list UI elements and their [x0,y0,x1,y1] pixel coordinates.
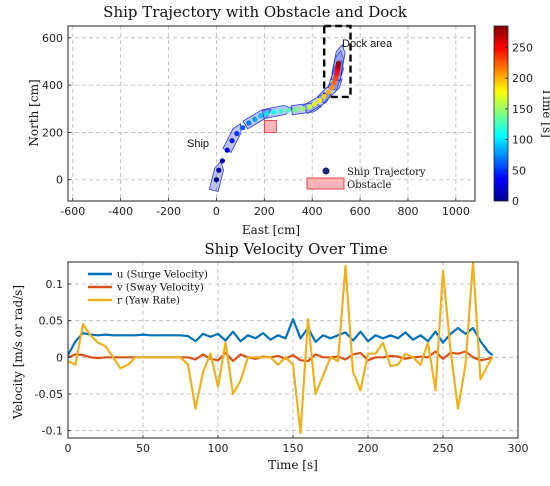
y-tick-label: -0.05 [35,388,63,401]
ship-outline [261,105,294,120]
x-tick-label: 200 [254,205,275,218]
legend-trajectory-marker [322,167,330,175]
velocity-ylabel: Velocity [m/s or rad/s] [11,285,25,420]
ship-outline [208,160,224,192]
x-tick-label: 800 [397,205,418,218]
legend-label: r (Yaw Rate) [117,296,180,307]
trajectory-point [216,167,222,173]
trajectory-point [316,97,322,104]
colorbar [493,25,509,202]
colorbar-ticks: 0 50 100 150 200 250 [505,41,533,208]
trajectory-point [333,75,339,82]
legend-trajectory-label: Ship Trajectory [347,167,426,178]
x-tick-label: 100 [208,442,229,455]
velocity-legend: u (Surge Velocity) v (Sway Velocity) r (Ya… [88,270,208,307]
dock-annotation: Dock area [342,38,393,50]
trajectory-point [292,107,299,113]
velocity-ticks: 0 50 100 150 200 250 300 -0.1 -0.05 0 0.05 0.1 [35,278,529,455]
colorbar-tick-label: 0 [512,195,519,208]
trajectory-ticks: -600 -400 -200 0 200 400 600 800 1000 0 200 400 600 [42,32,470,218]
legend-label: v (Sway Velocity) [116,283,204,294]
trajectory-point [329,84,335,91]
y-tick-label: 0 [56,174,63,187]
trajectory-point [252,116,258,123]
x-tick-label: -200 [156,205,181,218]
trajectory-axes-frame [67,25,476,202]
trajectory-legend: Ship Trajectory Obstacle [306,167,426,191]
trajectory-point [264,110,270,117]
x-tick-label: 600 [350,205,371,218]
trajectory-point [224,147,230,153]
ship-outline [331,43,346,76]
trajectory-point [240,125,246,131]
trajectory-point [300,106,306,112]
y-tick-label: 0.1 [46,278,64,291]
obstacle-rect [263,120,277,133]
colorbar-tick-label: 100 [512,134,533,147]
colorbar-tick-label: 200 [512,72,533,85]
x-tick-label: 0 [213,205,220,218]
trajectory-point [271,109,277,115]
trajectory-point [234,131,240,137]
trajectory-point [258,113,264,119]
trajectory-point [219,158,226,164]
x-tick-label: 300 [508,442,529,455]
velocity-series [68,262,494,434]
trajectory-point [335,60,342,66]
velocity-title: Ship Velocity Over Time [204,240,387,258]
legend-label: u (Surge Velocity) [117,270,208,281]
y-tick-label: 0 [56,351,63,364]
x-tick-label: 200 [358,442,379,455]
series-line-r [68,262,494,434]
y-tick-label: 400 [42,79,63,92]
trajectory-point [331,80,337,86]
y-tick-label: 600 [42,32,63,45]
colorbar-tick-label: 150 [512,103,533,116]
y-tick-label: 0.05 [39,315,64,328]
trajectory-point [278,108,284,114]
trajectory-title: Ship Trajectory with Obstacle and Dock [103,3,408,21]
colorbar-tick-label: 50 [512,164,526,177]
legend-obstacle-swatch [306,177,345,190]
trajectory-point [229,138,235,144]
velocity-chart: Ship Velocity Over Time 0 50 100 150 200 250 3… [11,240,529,472]
x-tick-label: 250 [433,442,454,455]
ship-annotation: Ship [187,138,209,150]
trajectory-point [321,93,327,100]
trajectory-point [213,177,220,183]
y-tick-label: 200 [42,126,63,139]
trajectory-ylabel: North [cm] [27,79,41,146]
series-line-u [68,318,494,356]
colorbar-tick-label: 250 [512,41,533,54]
trajectory-point [325,89,332,95]
trajectory-xlabel: East [cm] [242,223,300,237]
trajectory-point [246,120,252,126]
x-tick-label: 150 [283,442,304,455]
colorbar-label: Time [s] [540,88,550,138]
trajectory-point [311,101,318,107]
x-tick-label: -400 [108,205,133,218]
x-tick-label: -600 [60,205,85,218]
legend-obstacle-label: Obstacle [347,180,392,191]
trajectory-chart: Ship Trajectory with Obstacle and Dock -… [27,3,550,237]
trajectory-plot-area [208,24,352,192]
trajectory-point [307,104,313,110]
x-tick-label: 400 [302,205,323,218]
x-tick-label: 50 [136,442,150,455]
y-tick-label: -0.1 [42,425,63,438]
trajectory-point [285,107,291,114]
x-tick-label: 0 [65,442,72,455]
velocity-xlabel: Time [s] [268,458,318,472]
x-tick-label: 1000 [442,205,470,218]
